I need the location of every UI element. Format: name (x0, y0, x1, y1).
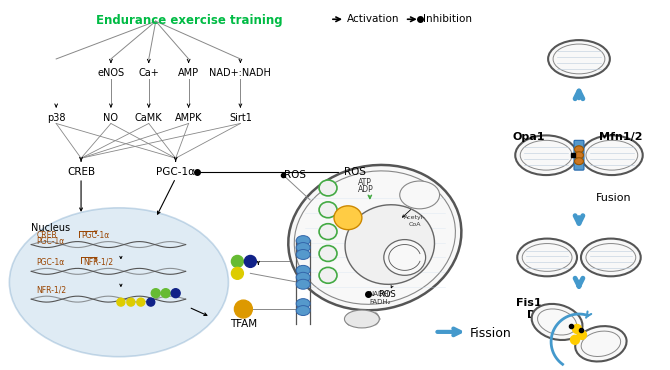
Circle shape (161, 289, 170, 297)
Ellipse shape (319, 224, 337, 240)
Ellipse shape (537, 309, 577, 335)
Ellipse shape (296, 243, 310, 252)
Ellipse shape (586, 140, 638, 170)
Ellipse shape (548, 40, 610, 78)
Ellipse shape (319, 268, 337, 283)
Text: PGC-1α: PGC-1α (36, 258, 64, 267)
Ellipse shape (581, 135, 643, 175)
Text: III: III (325, 227, 332, 236)
Circle shape (234, 300, 253, 318)
Text: ROS: ROS (344, 167, 366, 177)
Text: Fission: Fission (470, 327, 511, 340)
Text: TCA: TCA (397, 252, 412, 261)
Ellipse shape (296, 306, 310, 316)
Ellipse shape (296, 236, 310, 246)
Text: NAD+:NADH: NAD+:NADH (210, 68, 271, 78)
Ellipse shape (344, 310, 379, 328)
Text: Fis1: Fis1 (517, 298, 542, 308)
Text: Inhibition: Inhibition (423, 14, 472, 24)
Ellipse shape (319, 246, 337, 262)
Text: oxidation: oxidation (405, 195, 434, 201)
Circle shape (245, 255, 257, 268)
Text: PGC-1α: PGC-1α (36, 237, 64, 246)
Text: Nucleus: Nucleus (31, 223, 70, 233)
Ellipse shape (288, 165, 462, 310)
Ellipse shape (296, 299, 310, 309)
Ellipse shape (319, 180, 337, 196)
Text: FA: FA (416, 188, 423, 194)
Ellipse shape (574, 152, 584, 159)
Ellipse shape (294, 171, 456, 304)
Text: V: V (326, 184, 331, 192)
Ellipse shape (296, 265, 310, 275)
Ellipse shape (334, 206, 362, 230)
Text: Drp1: Drp1 (527, 310, 557, 320)
Ellipse shape (384, 240, 425, 275)
Text: PGC-1α: PGC-1α (81, 231, 109, 240)
Text: Acetyl-: Acetyl- (404, 215, 425, 220)
Text: Opa1: Opa1 (513, 132, 545, 142)
Text: FADH₂: FADH₂ (369, 299, 391, 305)
Ellipse shape (319, 202, 337, 218)
Text: I: I (327, 271, 329, 280)
Circle shape (571, 335, 580, 344)
Ellipse shape (9, 208, 228, 357)
FancyBboxPatch shape (574, 140, 584, 170)
Ellipse shape (553, 44, 605, 74)
Text: Ca+: Ca+ (139, 68, 159, 78)
Text: NFR-1/2: NFR-1/2 (36, 286, 66, 295)
Text: IV: IV (324, 205, 332, 214)
Ellipse shape (586, 243, 636, 271)
Circle shape (578, 330, 586, 339)
Text: NO: NO (103, 112, 119, 122)
Circle shape (171, 289, 180, 297)
Text: Sirt1: Sirt1 (229, 112, 252, 122)
Circle shape (117, 298, 125, 306)
Text: PGC-1α: PGC-1α (156, 167, 195, 177)
Text: NFR-1/2: NFR-1/2 (83, 258, 113, 267)
Ellipse shape (581, 239, 641, 276)
Text: CREB: CREB (36, 231, 57, 240)
Ellipse shape (517, 239, 577, 276)
Ellipse shape (532, 304, 582, 340)
Text: ATP: ATP (358, 178, 372, 186)
Text: II: II (326, 249, 330, 258)
Ellipse shape (296, 279, 310, 289)
Circle shape (137, 298, 145, 306)
Text: AMP: AMP (178, 68, 199, 78)
Ellipse shape (522, 243, 572, 271)
Ellipse shape (345, 205, 434, 285)
Circle shape (127, 298, 135, 306)
Text: NADH/: NADH/ (369, 291, 391, 297)
Ellipse shape (574, 146, 584, 153)
Text: ROS: ROS (284, 170, 306, 180)
Circle shape (231, 268, 243, 279)
Circle shape (572, 324, 582, 333)
Text: ROS: ROS (378, 290, 395, 299)
Ellipse shape (515, 135, 577, 175)
Circle shape (151, 289, 160, 297)
Text: AMPK: AMPK (175, 112, 202, 122)
Text: Cyto C: Cyto C (336, 215, 359, 221)
Text: TFAM: TFAM (230, 319, 257, 329)
Ellipse shape (574, 158, 584, 165)
Text: eNOS: eNOS (97, 68, 125, 78)
Ellipse shape (581, 331, 620, 356)
Ellipse shape (576, 326, 626, 361)
Text: CoA: CoA (409, 222, 421, 227)
Circle shape (231, 255, 243, 268)
Text: p38: p38 (47, 112, 66, 122)
Text: Activation: Activation (347, 14, 399, 24)
Ellipse shape (296, 249, 310, 259)
Text: CaMK: CaMK (135, 112, 163, 122)
Ellipse shape (296, 272, 310, 282)
Text: Mfn1/2: Mfn1/2 (599, 132, 643, 142)
Text: Fusion: Fusion (596, 193, 632, 203)
Ellipse shape (400, 181, 440, 209)
Text: Endurance exercise training: Endurance exercise training (96, 14, 283, 27)
Text: ADP: ADP (358, 185, 374, 195)
Text: CREB: CREB (67, 167, 95, 177)
Ellipse shape (520, 140, 572, 170)
Circle shape (147, 298, 155, 306)
